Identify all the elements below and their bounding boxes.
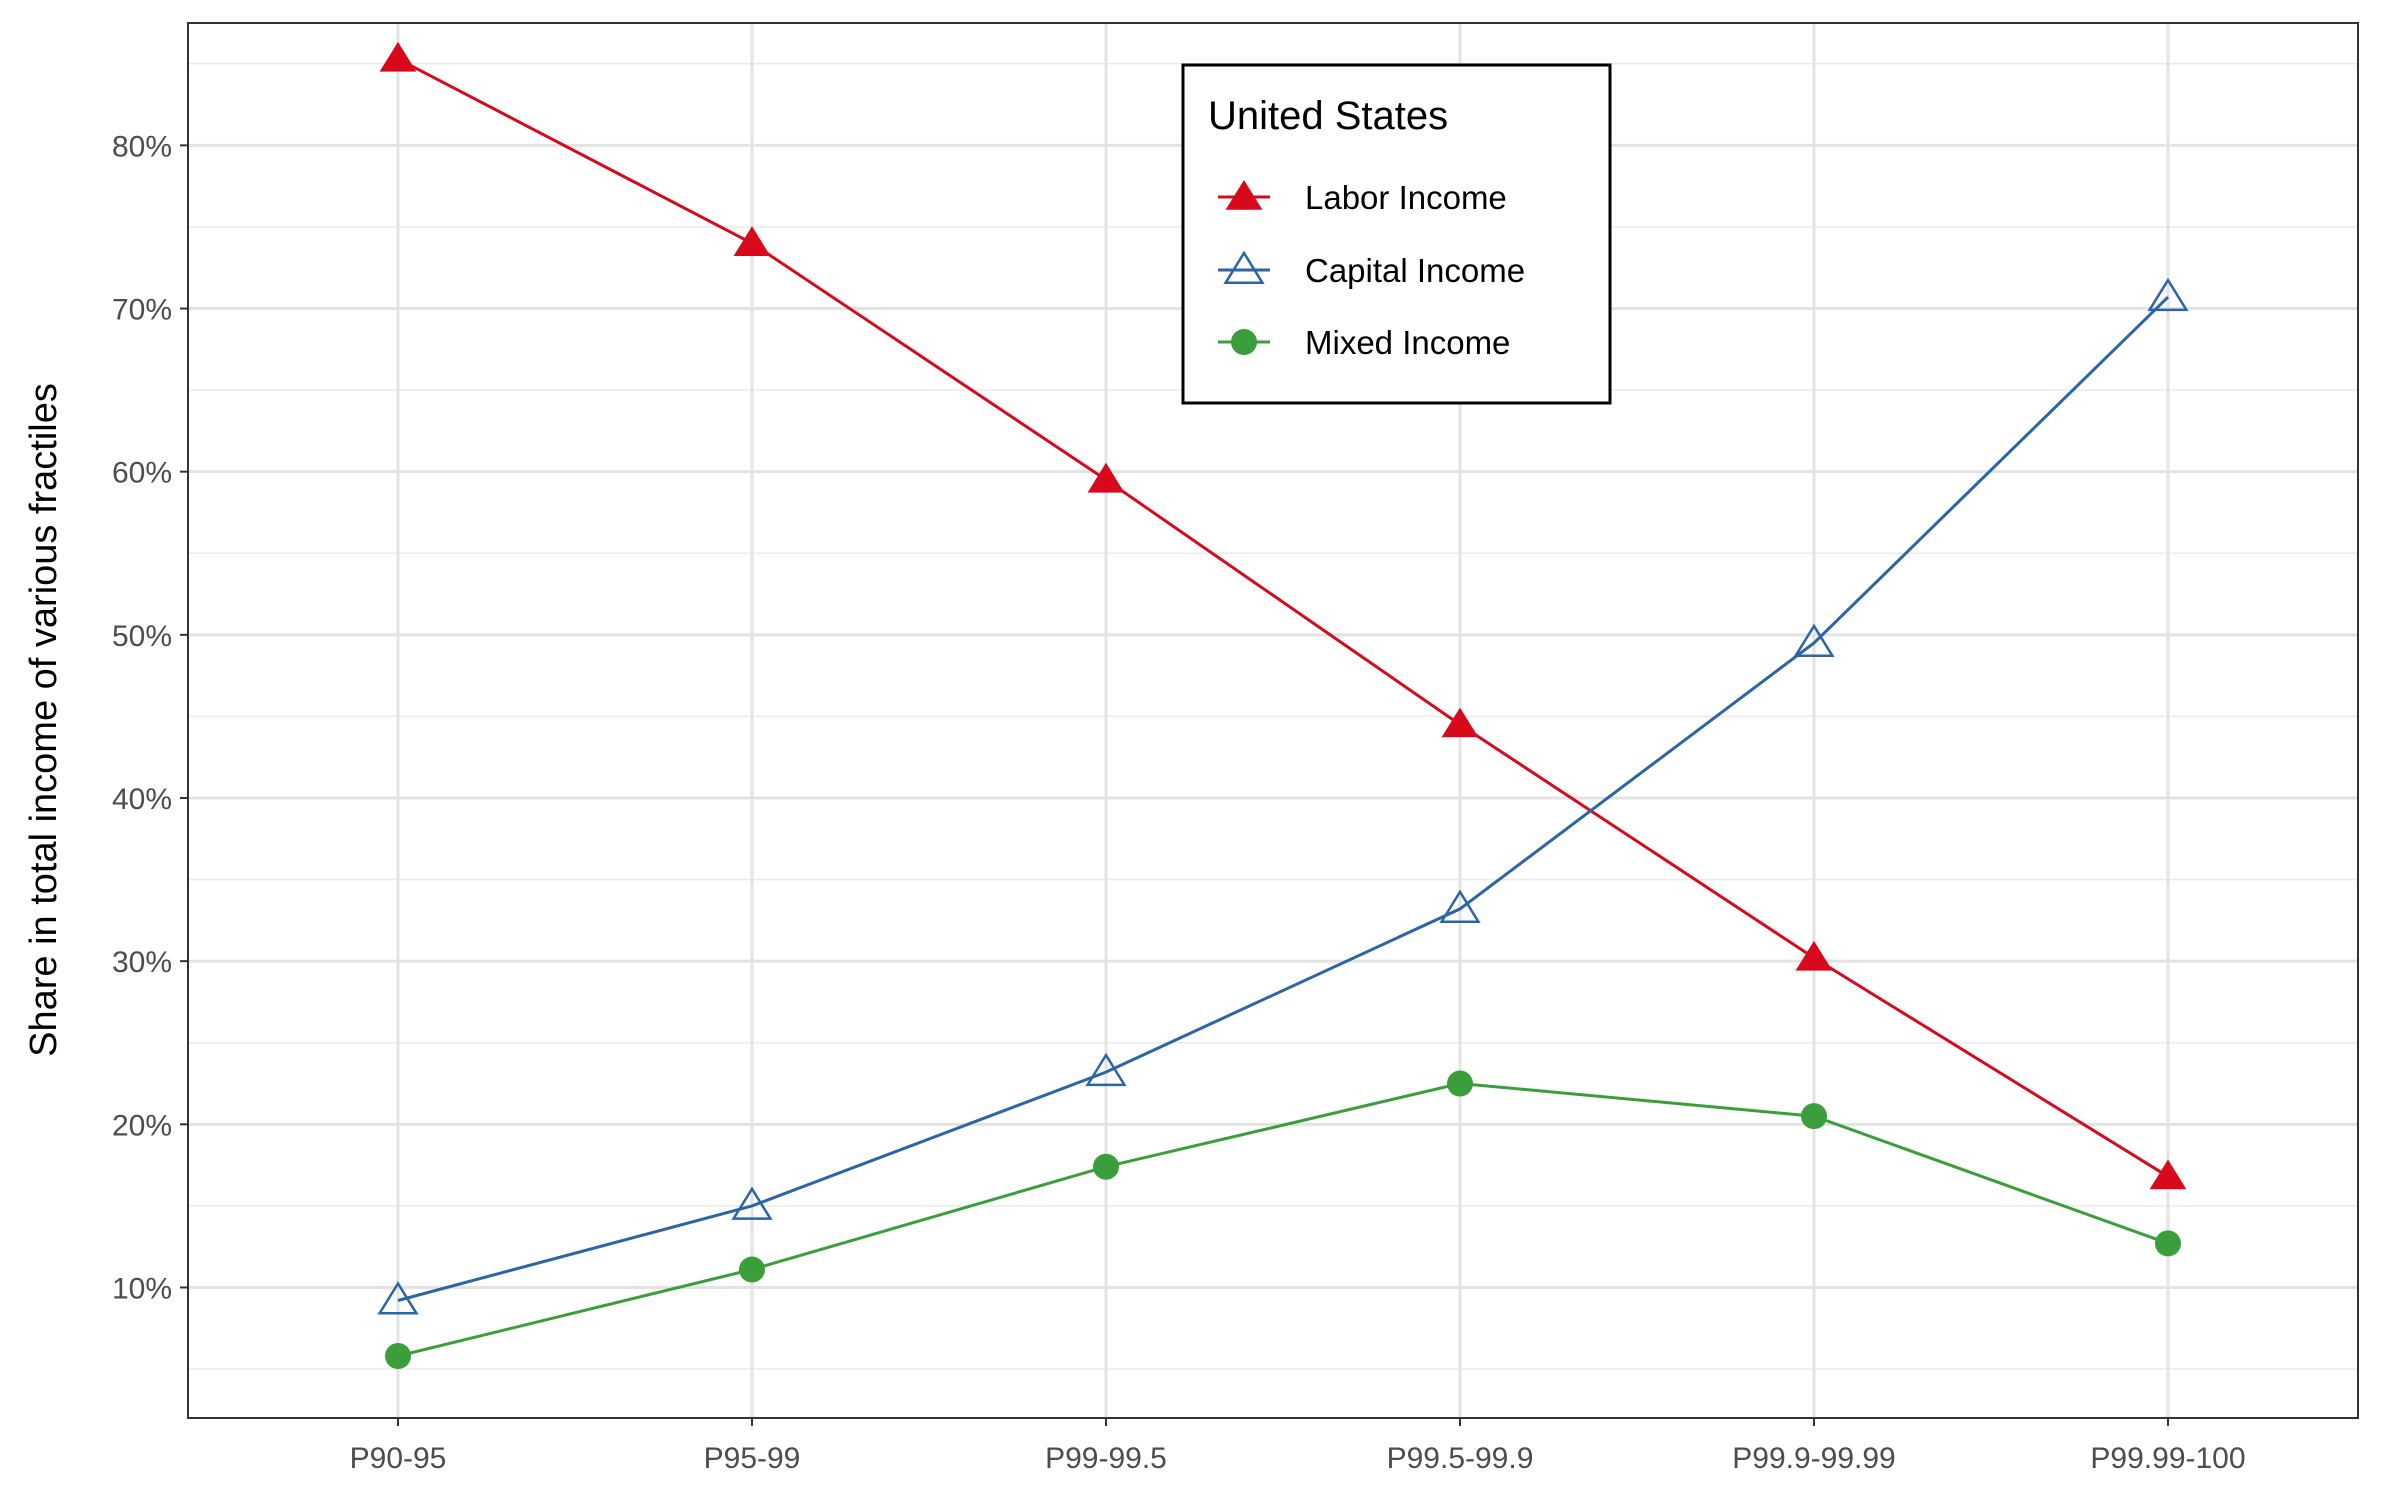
y-axis-title: Share in total income of various fractil… — [23, 383, 65, 1057]
legend-label-mixed-income: Mixed Income — [1305, 324, 1510, 361]
mixed-income-point — [385, 1343, 411, 1369]
series-layer — [377, 41, 2189, 1369]
mixed-income-point — [1447, 1070, 1473, 1097]
x-tick-label: P99.5-99.9 — [1387, 1442, 1534, 1475]
y-tick-label: 80% — [112, 130, 172, 163]
legend-items: Labor Income Capital Income Mixed Income — [1218, 179, 1525, 361]
y-tick-label: 20% — [112, 1109, 172, 1142]
capital-income-point — [1793, 623, 1835, 658]
labor-income-point — [379, 41, 417, 72]
labor-income-line — [397, 57, 2169, 1178]
x-tick-label: P99-99.5 — [1045, 1442, 1167, 1475]
mixed-income-point — [1093, 1153, 1119, 1180]
mixed-income-line — [397, 1081, 2169, 1358]
x-tick-label: P99.99-100 — [2090, 1442, 2245, 1475]
legend: United States Labor Income Capital Income… — [1181, 63, 1612, 405]
x-tick-label: P99.9-99.99 — [1732, 1442, 1895, 1475]
legend-key-marker-labor-income — [1225, 180, 1263, 210]
capital-income-point — [377, 1281, 419, 1315]
y-tick-label: 70% — [112, 294, 172, 327]
mixed-income-point — [1801, 1103, 1827, 1130]
capital-income-point — [1085, 1052, 1127, 1087]
y-tick-label: 30% — [112, 946, 172, 979]
labor-income-point — [2149, 1159, 2187, 1190]
x-tick-label: P90-95 — [350, 1442, 447, 1475]
y-tick-label: 60% — [112, 457, 172, 490]
labor-income-point — [1441, 707, 1479, 738]
capital-income-line — [397, 296, 2170, 1302]
axes: 10% 20% 30% 40% 50% 60% 70% 80% P90-95 P95-99 P99-… — [112, 130, 2246, 1475]
labor-income-point — [733, 226, 771, 256]
labor-income-point — [1795, 940, 1833, 971]
legend-title: United States — [1208, 94, 1448, 138]
legend-key-marker-mixed-income — [1231, 329, 1257, 355]
capital-income-point — [1439, 889, 1481, 923]
y-tick-label: 40% — [112, 783, 172, 816]
legend-label-capital-income: Capital Income — [1305, 252, 1525, 289]
legend-key-marker-capital-income — [1223, 250, 1265, 285]
mixed-income-point — [2155, 1230, 2181, 1257]
capital-income-point — [2147, 277, 2189, 312]
legend-label-labor-income: Labor Income — [1305, 179, 1507, 216]
x-tick-label: P95-99 — [704, 1442, 801, 1475]
y-tick-label: 50% — [112, 620, 172, 653]
y-tick-label: 10% — [112, 1272, 172, 1305]
capital-income-point — [731, 1186, 773, 1220]
mixed-income-point — [739, 1256, 765, 1283]
plot-panel-border — [187, 22, 2359, 1419]
labor-income-point — [1087, 462, 1125, 493]
